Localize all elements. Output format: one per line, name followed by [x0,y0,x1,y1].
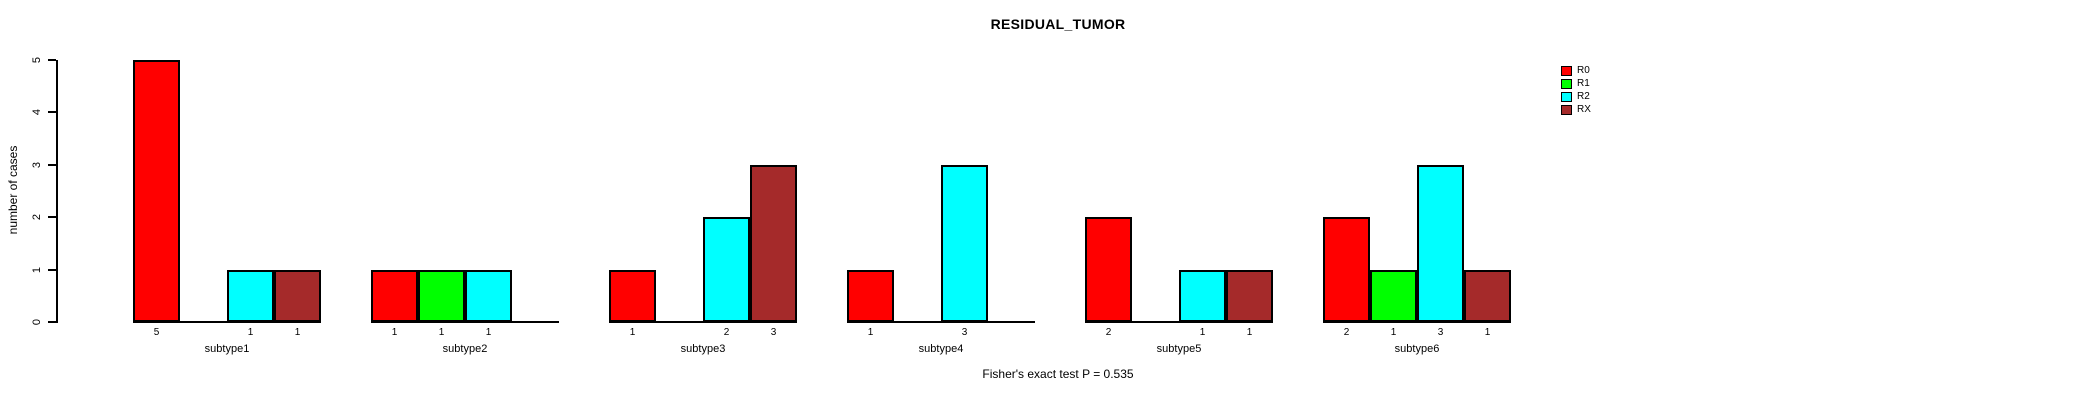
bar-value-label: 3 [1437,327,1444,338]
bar-subtype4-R2 [941,165,988,322]
bar-value-label: 1 [1390,327,1397,338]
legend-swatch-R0 [1561,66,1572,76]
x-axis-baseline [847,321,1035,323]
bar-subtype2-R2 [465,270,512,322]
bar-value-label: 5 [153,327,160,338]
bar-value-label: 1 [1484,327,1491,338]
legend-label: R2 [1577,91,1590,102]
bar-subtype6-R0 [1323,217,1370,322]
bar-value-label: 1 [391,327,398,338]
bar-subtype6-R1 [1370,270,1417,322]
bar-value-label: 1 [867,327,874,338]
x-axis-baseline [609,321,797,323]
x-axis-baseline [371,321,559,323]
bar-subtype2-R1 [418,270,465,322]
bar-subtype5-R0 [1085,217,1132,322]
bar-value-label: 1 [629,327,636,338]
bar-value-label: 1 [247,327,254,338]
legend-swatch-RX [1561,105,1572,115]
y-tick [48,59,56,61]
x-axis-baseline [1323,321,1511,323]
chart-title: RESIDUAL_TUMOR [990,16,1126,32]
bar-subtype6-R2 [1417,165,1464,322]
bar-subtype3-R2 [703,217,750,322]
y-tick [48,269,56,271]
legend-item-R1: R1 [1561,79,1591,89]
bar-subtype1-RX [274,270,321,322]
bar-subtype1-R2 [227,270,274,322]
footnote: Fisher's exact test P = 0.535 [982,367,1134,381]
bar-value-label: 3 [961,327,968,338]
legend-item-R2: R2 [1561,92,1591,102]
y-axis-line [56,60,58,323]
legend-item-R0: R0 [1561,66,1591,76]
legend-swatch-R2 [1561,92,1572,102]
y-tick-label: 5 [31,56,43,64]
legend: R0 R1 R2 RX [1561,66,1591,115]
bar-value-label: 2 [723,327,730,338]
y-tick-label: 0 [31,318,43,326]
y-tick-label: 3 [31,161,43,169]
y-tick [48,216,56,218]
x-axis-baseline [133,321,321,323]
bar-subtype1-R0 [133,60,180,322]
legend-label: RX [1577,104,1591,115]
bar-value-label: 1 [485,327,492,338]
bar-value-label: 1 [294,327,301,338]
x-axis-baseline [1085,321,1273,323]
bar-value-label: 1 [1199,327,1206,338]
bar-subtype3-RX [750,165,797,322]
y-tick-label: 1 [31,266,43,274]
bar-value-label: 3 [770,327,777,338]
bar-value-label: 1 [1246,327,1253,338]
y-tick-label: 4 [31,108,43,116]
bar-subtype3-R0 [609,270,656,322]
bar-value-label: 2 [1343,327,1350,338]
y-tick [48,111,56,113]
legend-item-RX: RX [1561,105,1591,115]
x-category-label: subtype4 [918,343,964,355]
y-tick [48,321,56,323]
y-tick [48,164,56,166]
bar-subtype5-R2 [1179,270,1226,322]
bar-value-label: 1 [438,327,445,338]
x-category-label: subtype3 [680,343,726,355]
x-category-label: subtype1 [204,343,250,355]
bar-subtype5-RX [1226,270,1273,322]
bar-subtype4-R0 [847,270,894,322]
bar-subtype6-RX [1464,270,1511,322]
bar-value-label: 2 [1105,327,1112,338]
bar-subtype2-R0 [371,270,418,322]
y-axis-label: number of cases [6,145,20,235]
x-category-label: subtype6 [1394,343,1440,355]
legend-label: R0 [1577,65,1590,76]
y-tick-label: 2 [31,213,43,221]
legend-label: R1 [1577,78,1590,89]
legend-swatch-R1 [1561,79,1572,89]
x-category-label: subtype5 [1156,343,1202,355]
x-category-label: subtype2 [442,343,488,355]
